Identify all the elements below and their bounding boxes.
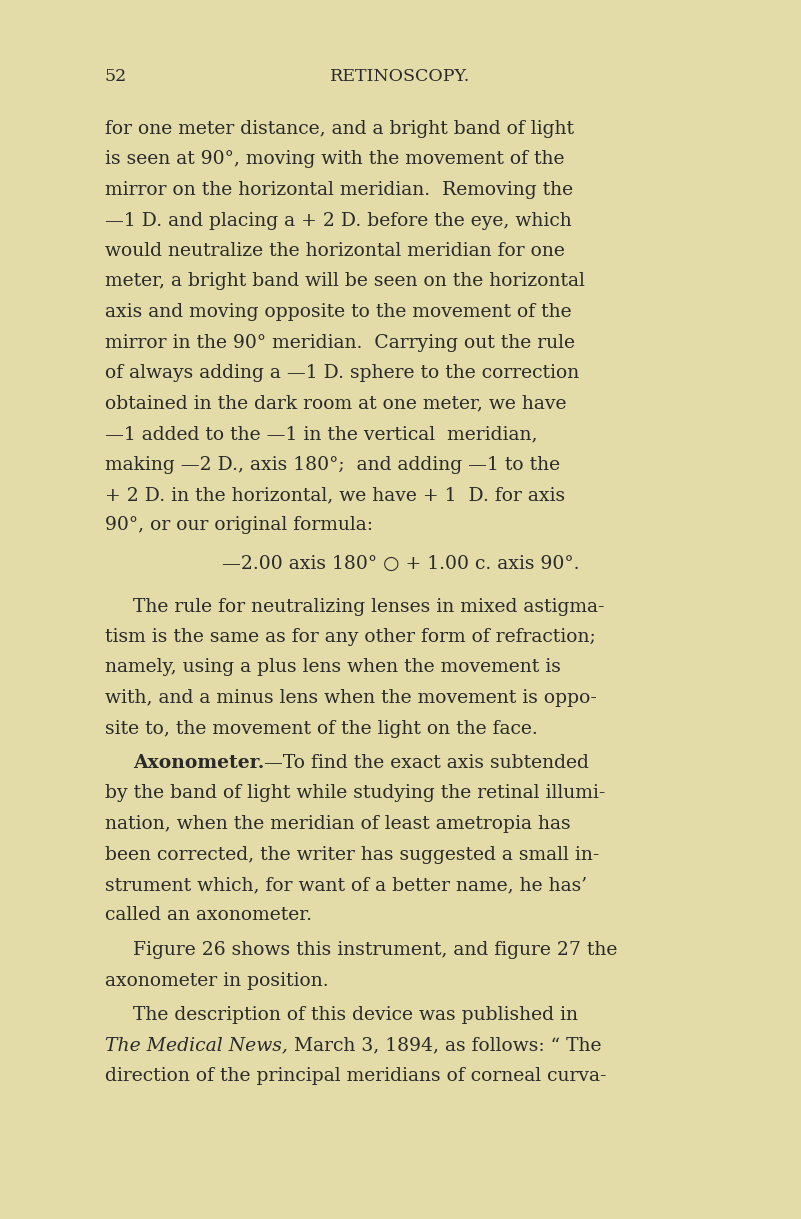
Text: 90°, or our original formula:: 90°, or our original formula: [105,517,373,534]
Text: site to, the movement of the light on the face.: site to, the movement of the light on th… [105,719,537,737]
Text: for one meter distance, and a bright band of light: for one meter distance, and a bright ban… [105,119,574,138]
Text: —To find the exact axis subtended: —To find the exact axis subtended [264,755,589,772]
Text: axis and moving opposite to the movement of the: axis and moving opposite to the movement… [105,304,572,321]
Text: is seen at 90°, moving with the movement of the: is seen at 90°, moving with the movement… [105,150,565,168]
Text: namely, using a plus lens when the movement is: namely, using a plus lens when the movem… [105,658,561,677]
Text: with, and a minus lens when the movement is oppo-: with, and a minus lens when the movement… [105,689,597,707]
Text: —2.00 axis 180° ○ + 1.00 c. axis 90°.: —2.00 axis 180° ○ + 1.00 c. axis 90°. [222,555,579,573]
Text: The description of this device was published in: The description of this device was publi… [133,1006,578,1024]
Text: would neutralize the horizontal meridian for one: would neutralize the horizontal meridian… [105,243,565,260]
Text: 52: 52 [105,68,127,85]
Text: + 2 D. in the horizontal, we have + 1  D. for axis: + 2 D. in the horizontal, we have + 1 D.… [105,486,566,503]
Text: —1 D. and placing a + 2 D. before the eye, which: —1 D. and placing a + 2 D. before the ey… [105,212,572,229]
Text: making —2 D., axis 180°;  and adding —1 to the: making —2 D., axis 180°; and adding —1 t… [105,456,560,473]
Text: strument which, for want of a better name, he has’: strument which, for want of a better nam… [105,876,587,894]
Text: obtained in the dark room at one meter, we have: obtained in the dark room at one meter, … [105,395,566,412]
Text: called an axonometer.: called an axonometer. [105,907,312,924]
Text: axonometer in position.: axonometer in position. [105,972,328,990]
Text: direction of the principal meridians of corneal curva-: direction of the principal meridians of … [105,1067,606,1085]
Text: mirror in the 90° meridian.  Carrying out the rule: mirror in the 90° meridian. Carrying out… [105,334,575,351]
Text: nation, when the meridian of least ametropia has: nation, when the meridian of least ametr… [105,816,570,833]
Text: March 3, 1894, as follows: “ The: March 3, 1894, as follows: “ The [288,1036,602,1054]
Text: The Medical News,: The Medical News, [105,1036,288,1054]
Text: by the band of light while studying the retinal illumi-: by the band of light while studying the … [105,785,606,802]
Text: The rule for neutralizing lenses in mixed astigma-: The rule for neutralizing lenses in mixe… [133,597,605,616]
Text: of always adding a —1 D. sphere to the correction: of always adding a —1 D. sphere to the c… [105,364,579,382]
Text: Figure 26 shows this instrument, and figure 27 the: Figure 26 shows this instrument, and fig… [133,941,618,959]
Text: been corrected, the writer has suggested a small in-: been corrected, the writer has suggested… [105,846,599,863]
Text: RETINOSCOPY.: RETINOSCOPY. [330,68,471,85]
Text: Axonometer.: Axonometer. [133,755,264,772]
Text: meter, a bright band will be seen on the horizontal: meter, a bright band will be seen on the… [105,273,585,290]
Text: mirror on the horizontal meridian.  Removing the: mirror on the horizontal meridian. Remov… [105,180,574,199]
Text: —1 added to the —1 in the vertical  meridian,: —1 added to the —1 in the vertical merid… [105,425,537,442]
Text: tism is the same as for any other form of refraction;: tism is the same as for any other form o… [105,628,596,646]
